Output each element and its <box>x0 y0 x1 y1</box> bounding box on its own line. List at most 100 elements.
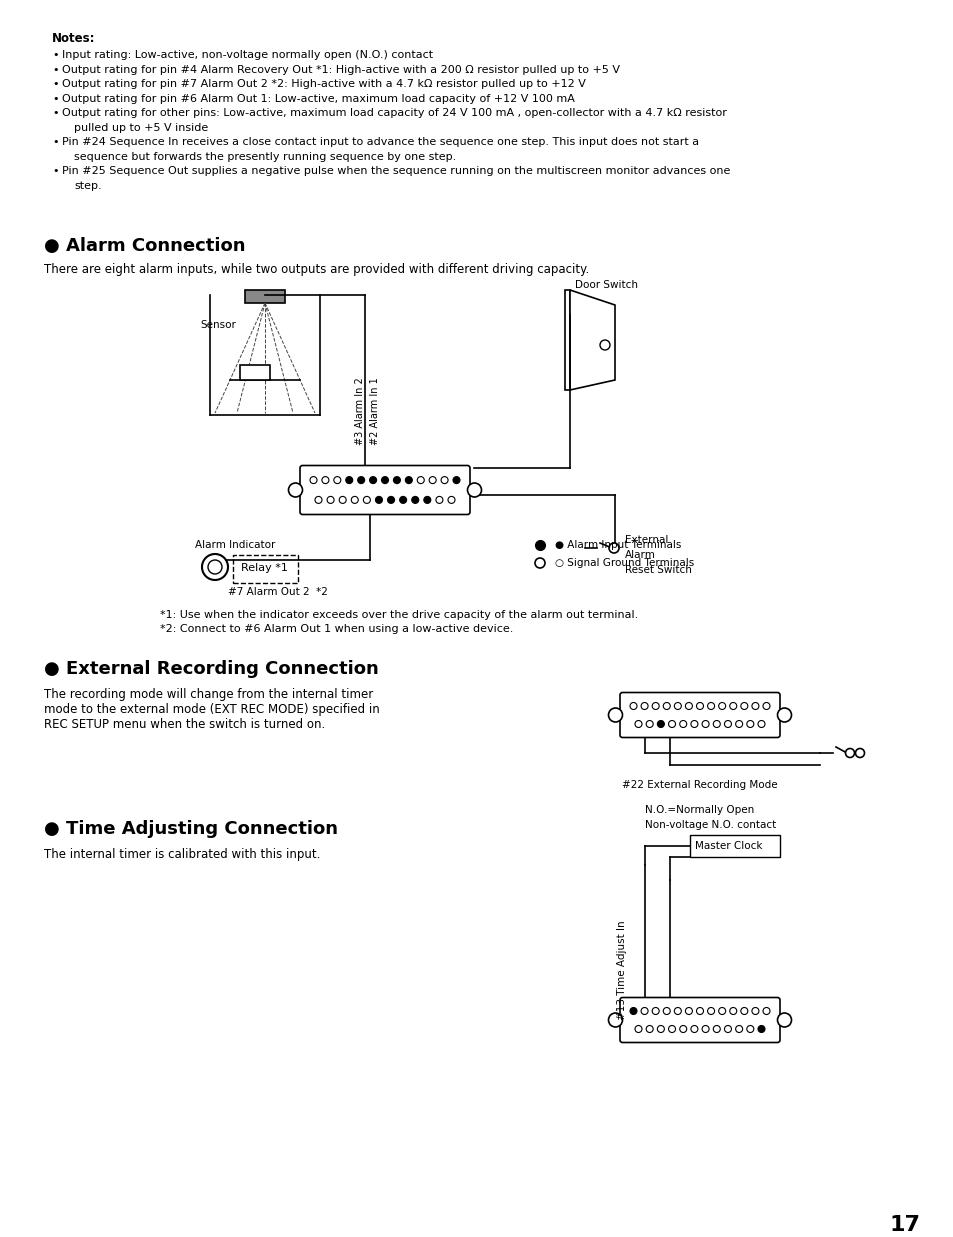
Text: The recording mode will change from the internal timer: The recording mode will change from the … <box>44 688 373 701</box>
Circle shape <box>707 1007 714 1014</box>
FancyBboxPatch shape <box>299 465 470 515</box>
Circle shape <box>339 496 346 503</box>
Circle shape <box>674 1007 680 1014</box>
Circle shape <box>844 748 854 757</box>
Circle shape <box>629 703 637 710</box>
Circle shape <box>751 1007 759 1014</box>
Circle shape <box>399 496 406 503</box>
Circle shape <box>707 703 714 710</box>
Circle shape <box>629 1007 637 1014</box>
Circle shape <box>729 1007 736 1014</box>
Text: Non-voltage N.O. contact: Non-voltage N.O. contact <box>644 820 776 830</box>
Text: Reset Switch: Reset Switch <box>624 565 691 575</box>
FancyBboxPatch shape <box>619 693 780 737</box>
Circle shape <box>652 1007 659 1014</box>
Text: ● Alarm Input Terminals: ● Alarm Input Terminals <box>555 541 680 550</box>
Circle shape <box>416 476 424 484</box>
Circle shape <box>684 703 692 710</box>
Circle shape <box>662 1007 670 1014</box>
Text: #22 External Recording Mode: #22 External Recording Mode <box>621 781 777 790</box>
Circle shape <box>608 708 622 722</box>
Circle shape <box>740 1007 747 1014</box>
Text: •: • <box>52 137 58 147</box>
Circle shape <box>645 1025 653 1033</box>
Circle shape <box>723 1025 731 1033</box>
Text: External: External <box>624 534 668 546</box>
Circle shape <box>723 720 731 727</box>
Text: Output rating for other pins: Low-active, maximum load capacity of 24 V 100 mA ,: Output rating for other pins: Low-active… <box>62 108 726 118</box>
Circle shape <box>608 543 618 553</box>
Circle shape <box>855 748 863 757</box>
Circle shape <box>657 720 663 727</box>
Circle shape <box>334 476 340 484</box>
Text: Sensor: Sensor <box>200 320 235 330</box>
Text: •: • <box>52 94 58 104</box>
Circle shape <box>645 720 653 727</box>
Circle shape <box>740 703 747 710</box>
Circle shape <box>679 1025 686 1033</box>
Text: #7 Alarm Out 2  *2: #7 Alarm Out 2 *2 <box>228 588 328 597</box>
Circle shape <box>701 1025 708 1033</box>
Circle shape <box>684 1007 692 1014</box>
Circle shape <box>327 496 334 503</box>
Circle shape <box>662 703 670 710</box>
Circle shape <box>429 476 436 484</box>
Text: Door Switch: Door Switch <box>575 280 638 289</box>
Circle shape <box>375 496 382 503</box>
Circle shape <box>674 703 680 710</box>
Text: *1: Use when the indicator exceeds over the drive capacity of the alarm out term: *1: Use when the indicator exceeds over … <box>160 610 638 620</box>
Text: REC SETUP menu when the switch is turned on.: REC SETUP menu when the switch is turned… <box>44 717 325 731</box>
Text: sequence but forwards the presently running sequence by one step.: sequence but forwards the presently runn… <box>74 151 456 162</box>
Text: Alarm Indicator: Alarm Indicator <box>194 541 275 550</box>
Bar <box>240 365 270 380</box>
Circle shape <box>777 1013 791 1027</box>
Text: Pin #25 Sequence Out supplies a negative pulse when the sequence running on the : Pin #25 Sequence Out supplies a negative… <box>62 166 730 176</box>
Text: #2 Alarm In 1: #2 Alarm In 1 <box>370 377 379 445</box>
Text: ● Alarm Connection: ● Alarm Connection <box>44 238 245 255</box>
Circle shape <box>423 496 431 503</box>
Circle shape <box>535 558 544 568</box>
Circle shape <box>608 1013 622 1027</box>
Text: Relay *1: Relay *1 <box>241 563 288 573</box>
Circle shape <box>657 1025 663 1033</box>
Circle shape <box>652 703 659 710</box>
Circle shape <box>357 476 364 484</box>
Circle shape <box>751 703 759 710</box>
Circle shape <box>381 476 388 484</box>
Circle shape <box>718 703 725 710</box>
Circle shape <box>758 1025 764 1033</box>
Text: #3 Alarm In 2: #3 Alarm In 2 <box>355 377 365 445</box>
Circle shape <box>345 476 353 484</box>
Circle shape <box>696 1007 702 1014</box>
Circle shape <box>762 1007 769 1014</box>
Circle shape <box>314 496 322 503</box>
Circle shape <box>758 720 764 727</box>
Text: The internal timer is calibrated with this input.: The internal timer is calibrated with th… <box>44 849 320 861</box>
Text: There are eight alarm inputs, while two outputs are provided with different driv: There are eight alarm inputs, while two … <box>44 263 589 276</box>
Circle shape <box>208 560 222 574</box>
Circle shape <box>202 554 228 580</box>
Circle shape <box>640 1007 647 1014</box>
Text: •: • <box>52 79 58 89</box>
Text: •: • <box>52 108 58 118</box>
Circle shape <box>436 496 442 503</box>
Text: •: • <box>52 64 58 74</box>
Circle shape <box>762 703 769 710</box>
Text: pulled up to +5 V inside: pulled up to +5 V inside <box>74 122 208 132</box>
Circle shape <box>696 703 702 710</box>
Circle shape <box>321 476 329 484</box>
Text: step.: step. <box>74 181 102 190</box>
Circle shape <box>599 340 609 350</box>
Circle shape <box>467 482 481 497</box>
Circle shape <box>668 1025 675 1033</box>
Circle shape <box>635 720 641 727</box>
Circle shape <box>735 720 741 727</box>
Bar <box>621 711 626 735</box>
Text: 17: 17 <box>889 1215 920 1235</box>
Circle shape <box>440 476 448 484</box>
Circle shape <box>351 496 358 503</box>
Circle shape <box>735 1025 741 1033</box>
Circle shape <box>729 703 736 710</box>
Text: ● Time Adjusting Connection: ● Time Adjusting Connection <box>44 820 337 837</box>
Text: N.O.=Normally Open: N.O.=Normally Open <box>644 805 754 815</box>
